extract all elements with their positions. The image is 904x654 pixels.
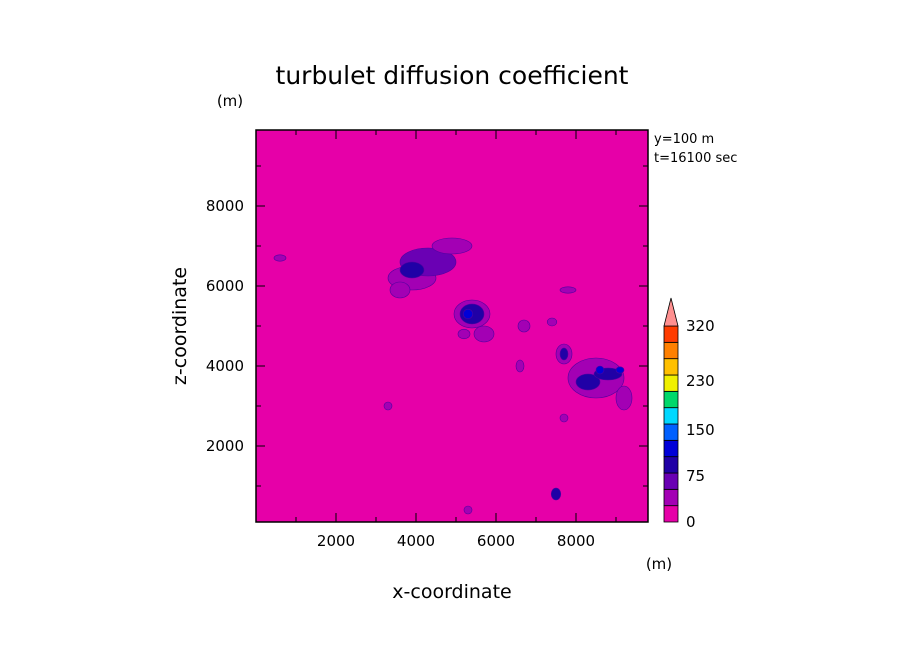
contour-feature-4 (389, 281, 411, 299)
annotation-t: t=16100 sec (654, 151, 737, 166)
colorbar-segment (663, 325, 679, 343)
contour-feature-25 (463, 505, 473, 515)
x-unit-label: (m) (646, 555, 672, 573)
contour-feature-10 (517, 319, 531, 333)
contour-feature-8 (473, 325, 495, 343)
contour-features (273, 237, 633, 515)
colorbar: 0 75 150 230 320 (663, 297, 715, 531)
contour-feature-14 (559, 347, 569, 361)
y-axis-label: z-coordinate (169, 267, 191, 385)
colorbar-segment (663, 390, 679, 409)
colorbar-segment (663, 374, 679, 392)
x-axis-label: x-coordinate (392, 581, 511, 603)
colorbar-extend-triangle (663, 297, 679, 327)
contour-feature-26 (273, 254, 287, 262)
chart-title: turbulet diffusion coefficient (276, 61, 629, 90)
colorbar-segment (663, 488, 679, 507)
contour-feature-3 (399, 261, 425, 279)
y-tick-label: 6000 (206, 277, 244, 295)
contour-feature-24 (559, 413, 569, 423)
contour-feature-22 (515, 359, 525, 373)
y-tick-label: 4000 (206, 357, 244, 375)
y-tick-label: 8000 (206, 197, 244, 215)
y-tick-label: 2000 (206, 437, 244, 455)
colorbar-tick-label: 230 (686, 372, 715, 390)
x-axis: 2000 4000 6000 8000 (295, 130, 617, 550)
colorbar-segment (663, 472, 679, 490)
contour-feature-23 (383, 401, 393, 411)
y-axis: 2000 4000 6000 8000 (206, 165, 648, 487)
colorbar-segment (663, 407, 679, 425)
colorbar-tick-label: 75 (686, 467, 705, 485)
contour-feature-9 (457, 328, 471, 340)
x-tick-label: 2000 (317, 532, 355, 550)
colorbar-tick-label: 150 (686, 421, 715, 439)
contour-feature-11 (546, 317, 558, 327)
x-tick-label: 4000 (397, 532, 435, 550)
contour-feature-21 (550, 487, 562, 501)
plot-area (255, 129, 649, 523)
x-tick-label: 8000 (557, 532, 595, 550)
contour-feature-19 (595, 365, 605, 375)
contour-feature-16 (575, 373, 601, 391)
colorbar-segment (663, 341, 679, 360)
colorbar-tick-label: 0 (686, 513, 696, 531)
plot-background (256, 130, 648, 522)
contour-feature-2 (431, 237, 473, 255)
contour-feature-18 (615, 366, 625, 374)
colorbar-segment (663, 423, 679, 441)
contour-feature-7 (462, 308, 474, 320)
colorbar-segment (663, 439, 679, 458)
colorbar-tick-label: 320 (686, 317, 715, 335)
colorbar-segment (663, 505, 679, 523)
x-tick-label: 6000 (477, 532, 515, 550)
annotation-y: y=100 m (654, 132, 714, 147)
y-unit-label: (m) (217, 92, 243, 110)
contour-feature-12 (559, 286, 577, 294)
colorbar-segment (663, 456, 679, 474)
contour-feature-20 (615, 385, 633, 411)
colorbar-segment (663, 358, 679, 376)
